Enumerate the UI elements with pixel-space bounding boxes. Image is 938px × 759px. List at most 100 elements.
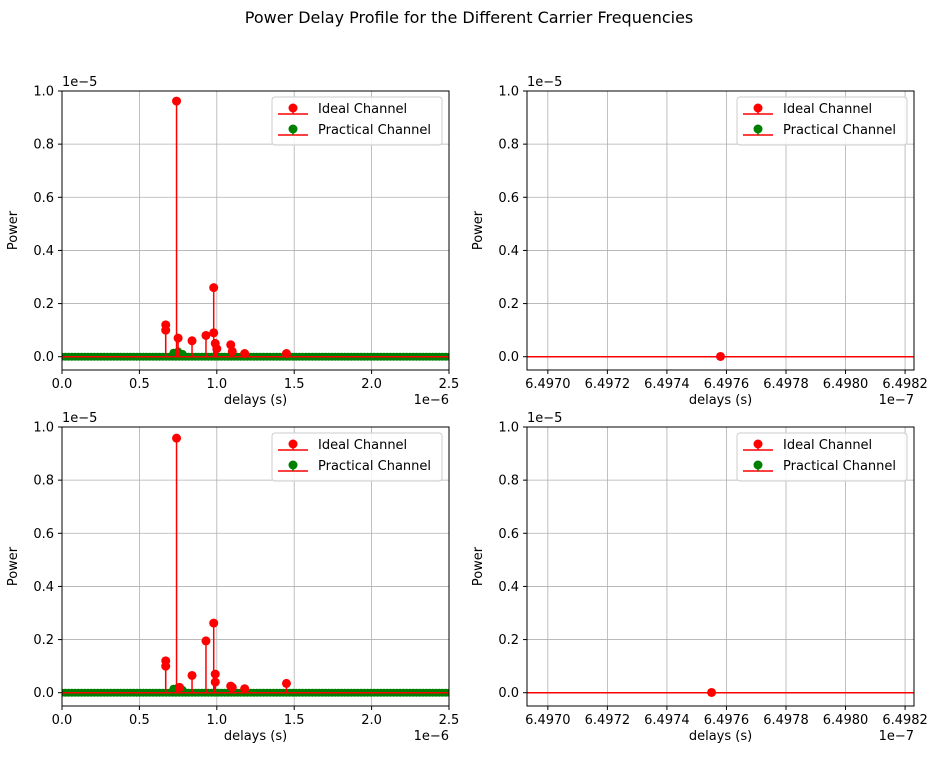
y-tick-label: 0.0 xyxy=(33,686,54,701)
ideal-channel-marker xyxy=(201,636,211,646)
legend: Ideal Channel Practical Channel xyxy=(271,432,443,482)
subplot-1: 0.0 0.5 1.0 1.5 2.0 2.50.00.20.40.60.81.0dela… xyxy=(6,75,459,408)
y-tick-label: 1.0 xyxy=(33,421,54,436)
x-tick-label: 6.4974 xyxy=(644,377,690,392)
plot-area xyxy=(527,351,914,361)
x-tick-label: 0.0 xyxy=(52,377,73,392)
y-tick-label: 0.4 xyxy=(498,580,519,595)
x-tick-label: 6.4972 xyxy=(585,713,631,728)
x-tick-label: 1.5 xyxy=(284,377,305,392)
legend-frame xyxy=(271,432,443,482)
ideal-channel-marker xyxy=(172,433,182,443)
ideal-channel-marker xyxy=(227,682,237,692)
x-offset-text: 1e−7 xyxy=(879,393,914,408)
ideal-channel-marker xyxy=(716,351,725,361)
y-tick-label: 0.4 xyxy=(498,244,519,259)
y-tick-label: 1.0 xyxy=(33,85,54,100)
y-tick-label: 0.4 xyxy=(33,244,54,259)
x-tick-label: 2.5 xyxy=(439,713,460,728)
x-tick-label: 6.4976 xyxy=(704,713,750,728)
ideal-channel-marker xyxy=(240,684,250,694)
plot-area xyxy=(527,687,914,697)
y-tick-label: 0.0 xyxy=(498,686,519,701)
x-tick-label: 6.4982 xyxy=(882,713,928,728)
y-tick-label: 0.8 xyxy=(498,138,519,153)
y-tick-label: 1.0 xyxy=(498,85,519,100)
y-axis-label: Power xyxy=(471,546,486,586)
x-tick-label: 6.4980 xyxy=(823,713,869,728)
legend-label: Practical Channel xyxy=(783,459,896,474)
legend-label: Ideal Channel xyxy=(783,102,872,117)
y-tick-label: 0.8 xyxy=(498,474,519,489)
ideal-channel-marker xyxy=(281,349,291,359)
legend-marker xyxy=(288,103,298,113)
y-tick-label: 0.2 xyxy=(498,633,519,648)
x-tick-label: 2.0 xyxy=(361,713,382,728)
x-axis-label: delays (s) xyxy=(224,393,287,408)
y-tick-label: 0.2 xyxy=(498,297,519,312)
axes-frame xyxy=(526,90,915,371)
legend-frame xyxy=(271,96,443,146)
x-tick-label: 2.0 xyxy=(361,377,382,392)
x-tick-label: 1.5 xyxy=(284,713,305,728)
legend-marker xyxy=(753,460,763,470)
legend-marker xyxy=(753,439,763,449)
ideal-channel-marker xyxy=(209,328,219,338)
legend-label: Ideal Channel xyxy=(783,438,872,453)
x-tick-label: 0.0 xyxy=(52,713,73,728)
legend: Ideal Channel Practical Channel xyxy=(271,96,443,146)
legend-label: Practical Channel xyxy=(318,123,431,138)
y-offset-text: 1e−5 xyxy=(527,75,562,90)
x-offset-text: 1e−7 xyxy=(879,729,914,744)
y-tick-label: 0.0 xyxy=(33,350,54,365)
y-tick-label: 0.6 xyxy=(498,527,519,542)
legend-label: Practical Channel xyxy=(318,459,431,474)
ideal-channel-marker xyxy=(175,682,185,692)
figure-title: Power Delay Profile for the Different Ca… xyxy=(244,8,694,27)
x-tick-label: 6.4980 xyxy=(823,377,869,392)
y-tick-label: 0.4 xyxy=(33,580,54,595)
x-tick-label: 6.4978 xyxy=(763,377,809,392)
x-axis-label: delays (s) xyxy=(689,729,752,744)
ideal-channel-marker xyxy=(212,344,222,354)
ideal-channel-marker xyxy=(707,687,717,697)
x-tick-label: 6.4972 xyxy=(585,377,631,392)
legend-marker xyxy=(753,103,763,113)
x-tick-label: 6.4970 xyxy=(525,713,571,728)
y-tick-label: 0.8 xyxy=(33,138,54,153)
y-tick-label: 0.6 xyxy=(33,527,54,542)
ideal-channel-marker xyxy=(187,336,197,346)
ideal-channel-marker xyxy=(210,677,220,687)
ideal-channel-marker xyxy=(161,325,171,335)
legend-frame xyxy=(736,96,908,146)
ideal-channel-marker xyxy=(187,670,197,680)
plot-area xyxy=(62,433,449,697)
y-tick-label: 0.0 xyxy=(498,350,519,365)
axes-frame xyxy=(526,426,915,707)
legend-marker xyxy=(288,460,298,470)
legend-marker xyxy=(753,124,763,134)
y-tick-label: 0.6 xyxy=(498,191,519,206)
x-tick-label: 6.4982 xyxy=(882,377,928,392)
y-tick-label: 1.0 xyxy=(498,421,519,436)
y-tick-label: 0.2 xyxy=(33,633,54,648)
legend-frame xyxy=(736,432,908,482)
x-axis-label: delays (s) xyxy=(224,729,287,744)
legend-label: Ideal Channel xyxy=(318,102,407,117)
x-tick-label: 6.4978 xyxy=(763,713,809,728)
axes-frame xyxy=(61,426,450,707)
subplot-2: 6.4970 6.4972 6.4974 6.4976 6.4978 6.4980 6.49… xyxy=(471,75,928,408)
x-tick-label: 6.4974 xyxy=(644,713,690,728)
x-tick-label: 2.5 xyxy=(439,377,460,392)
y-axis-label: Power xyxy=(6,210,21,250)
ideal-channel-marker xyxy=(281,678,291,688)
legend: Ideal Channel Practical Channel xyxy=(736,432,908,482)
legend: Ideal Channel Practical Channel xyxy=(736,96,908,146)
subplot-4: 6.4970 6.4972 6.4974 6.4976 6.4978 6.4980 6.49… xyxy=(471,411,928,744)
ideal-channel-marker xyxy=(209,283,219,293)
y-axis-label: Power xyxy=(6,546,21,586)
x-tick-label: 6.4970 xyxy=(525,377,571,392)
y-offset-text: 1e−5 xyxy=(62,411,97,426)
